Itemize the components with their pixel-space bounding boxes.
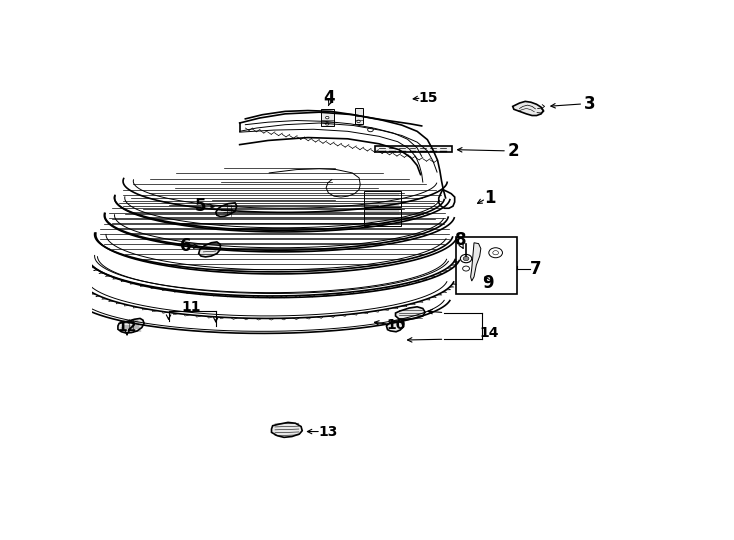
Text: 7: 7	[530, 260, 542, 278]
Circle shape	[463, 256, 469, 261]
Text: 8: 8	[454, 231, 466, 249]
Polygon shape	[199, 242, 220, 257]
Text: 12: 12	[117, 320, 137, 334]
Text: 14: 14	[479, 326, 498, 340]
FancyBboxPatch shape	[375, 146, 452, 152]
Text: 10: 10	[386, 318, 406, 332]
Circle shape	[368, 127, 374, 132]
Bar	[321, 109, 333, 126]
Polygon shape	[513, 102, 543, 116]
Circle shape	[460, 254, 472, 263]
Circle shape	[326, 116, 329, 119]
Polygon shape	[396, 307, 425, 320]
Circle shape	[357, 120, 360, 123]
Polygon shape	[439, 190, 454, 208]
Circle shape	[326, 123, 329, 125]
Polygon shape	[118, 319, 144, 333]
Polygon shape	[386, 321, 404, 332]
Bar	[363, 191, 401, 207]
Text: 6: 6	[180, 237, 192, 255]
Bar	[363, 210, 401, 226]
Text: 15: 15	[419, 91, 438, 105]
Polygon shape	[470, 243, 481, 281]
Polygon shape	[216, 203, 237, 217]
Polygon shape	[272, 422, 302, 437]
Bar	[355, 108, 363, 124]
Text: 11: 11	[181, 300, 201, 314]
Circle shape	[462, 266, 470, 271]
Text: 1: 1	[484, 189, 495, 207]
Text: 3: 3	[584, 95, 596, 113]
Text: 5: 5	[195, 197, 207, 215]
Circle shape	[493, 251, 498, 255]
Text: 2: 2	[508, 142, 520, 160]
Text: 4: 4	[324, 89, 335, 107]
Text: 9: 9	[482, 274, 493, 292]
Circle shape	[489, 248, 503, 258]
Text: 13: 13	[318, 424, 338, 438]
Bar	[456, 237, 517, 294]
